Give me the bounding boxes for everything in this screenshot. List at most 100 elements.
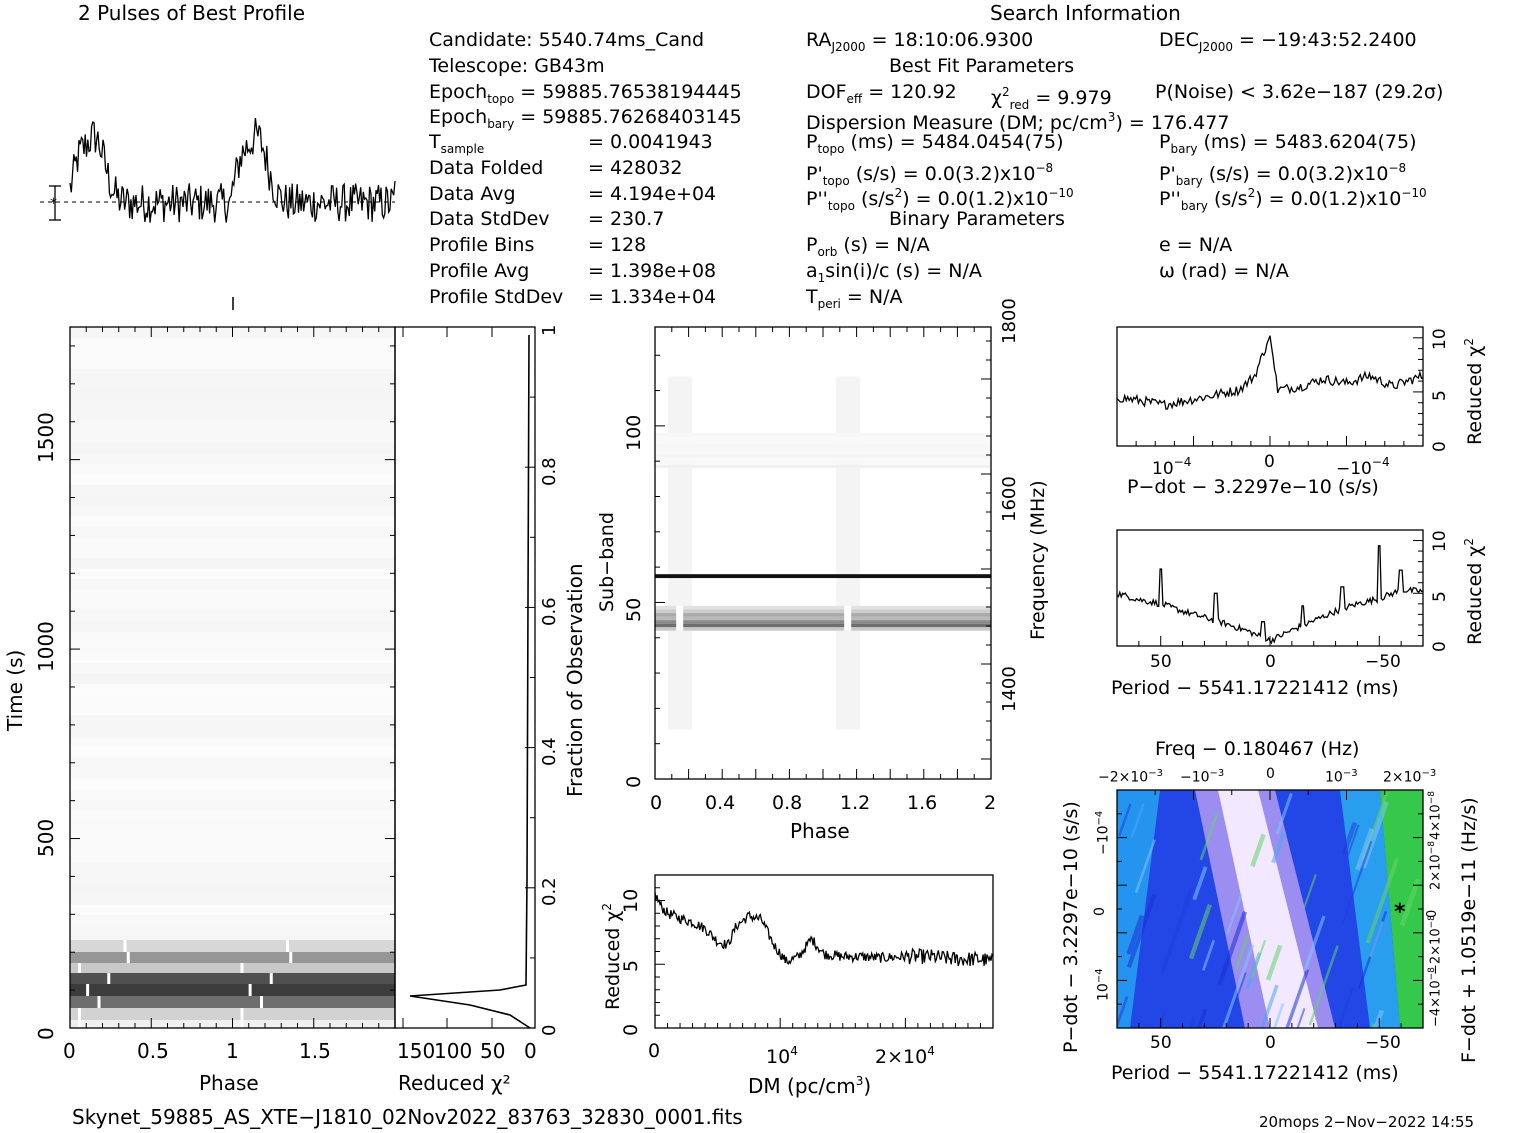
p-pdot-streak: [1188, 903, 1212, 960]
profile-line: [69, 118, 396, 223]
dm-xtick-2: 2×104: [875, 1040, 935, 1068]
chi-sub: red: [1009, 98, 1030, 112]
tperi-row: Tperi = N/A: [806, 286, 903, 315]
footer-stamp: 20mops 2−Nov−2022 14:55: [1259, 1113, 1475, 1131]
subband-band-row: [655, 609, 991, 614]
p-pdot-streak: [1303, 874, 1317, 909]
time-phase-row: [70, 652, 395, 663]
pdot-ylabel-sup: 2: [1462, 338, 1476, 346]
time-phase-row: [70, 369, 395, 380]
period-ylabel-sup: 2: [1462, 538, 1476, 546]
tc-xtick-0: 150: [397, 1039, 436, 1063]
time-phase-row: [70, 516, 395, 527]
subband-row: [655, 436, 991, 440]
p-pdot-streak: [1117, 803, 1132, 837]
pdbary-value: (s/s) = 0.0(3.2)x10: [1202, 163, 1389, 185]
ppd-xtick-1: 0: [1265, 1033, 1276, 1053]
time-phase-row: [70, 348, 395, 359]
dm-ytick-0: 0: [620, 1023, 642, 1036]
subband-row: [655, 443, 991, 448]
time-phase-band-gap: [286, 940, 289, 952]
pbary-sub: bary: [1170, 142, 1198, 156]
ppd-righttick-0: 4×10−8: [1425, 791, 1443, 840]
pddbary-sub: bary: [1180, 199, 1208, 213]
tp-ytick-1: 500: [34, 818, 58, 857]
sb-ytick-2: 100: [623, 414, 645, 451]
tsample-row: Tsample: [429, 131, 484, 160]
epoch-bary-row: Epochbary = 59885.76268403145: [429, 106, 742, 135]
time-phase-row: [70, 810, 395, 821]
period-xtick-1: 0: [1265, 652, 1276, 672]
pnoise-text: P(Noise) < 3.62e−187 (29.2σ): [1155, 81, 1444, 103]
time-phase-plot: [69, 326, 396, 1029]
p-pdot-streak: [1399, 878, 1421, 927]
tsample-label: T: [429, 131, 441, 153]
ppd-toptick-4-exp: −3: [1421, 768, 1437, 779]
data-folded-label: Data Folded: [429, 157, 544, 179]
pdbary-row: P'bary (s/s) = 0.0(3.2)x10−8: [1159, 157, 1406, 192]
tc-ytick-2: 0.4: [539, 737, 560, 766]
time-phase-row: [70, 463, 395, 474]
time-phase-band-gap: [78, 1020, 81, 1028]
ppd-righttick-4-exp: −8: [1427, 967, 1437, 981]
time-phase-row: [70, 568, 395, 579]
subband-band-row: [655, 613, 991, 617]
ppd-lefttick-2-base: 10: [1095, 983, 1112, 1001]
time-phase-row: [70, 831, 395, 842]
p-pdot-streak: [1308, 945, 1339, 1026]
time-phase-band: [70, 940, 395, 952]
sb-freq-tick-2: 1800: [999, 298, 1020, 344]
time-phase-row: [70, 642, 395, 653]
p-pdot-cyan-left: [1117, 790, 1160, 1028]
porb-row: Porb (s) = N/A: [806, 234, 930, 263]
time-phase-row: [70, 694, 395, 705]
ppd-ylabel: P−dot − 3.2297e−10 (s/s): [1060, 801, 1082, 1053]
dm-ylabel-text: Reduced χ: [602, 910, 624, 1010]
time-phase-band-gap: [107, 973, 111, 984]
tperi-sub: peri: [817, 297, 841, 311]
p-pdot-streak: [1234, 934, 1250, 970]
ppd-righttick-4: −4×10−8: [1425, 967, 1443, 1027]
time-phase-band: [70, 963, 395, 973]
subband-bright-line: [655, 574, 991, 579]
pdtopo-label: P': [806, 163, 823, 185]
tp-xtick-0: 0: [63, 1039, 76, 1063]
omega-value: ω (rad) = N/A: [1159, 260, 1289, 282]
ppd-righttick-0-base: 4×10: [1428, 804, 1444, 840]
ppd-toptick-1-base: −10: [1180, 769, 1210, 786]
data-folded-value: = 428032: [588, 157, 683, 179]
p-pdot-streak: [1201, 939, 1216, 971]
dec-label: DEC: [1159, 29, 1199, 51]
period-chi2-plot: [1116, 529, 1424, 647]
time-phase-row: [70, 663, 395, 674]
time-phase-rows: [70, 327, 395, 1028]
time-phase-row: [70, 495, 395, 506]
epoch-bary-label: Epoch: [429, 106, 488, 128]
porb-value: (s) = N/A: [837, 234, 930, 256]
ppd-xtick-2: −50: [1365, 1033, 1401, 1053]
time-phase-band-gap: [97, 996, 101, 1008]
subband-pulse-column: [836, 376, 861, 730]
ppd-righttick-1: 2×10−8: [1425, 841, 1443, 890]
time-phase-row: [70, 474, 395, 485]
sb-xtick-2: 0.8: [772, 792, 803, 814]
ppd-toptick-2: 0: [1266, 766, 1275, 782]
pdot-xtick-0-base: 10: [1152, 459, 1174, 479]
time-phase-band-gap: [240, 1020, 244, 1028]
pbary-label: P: [1159, 131, 1171, 153]
ra-label: RA: [806, 29, 832, 51]
pdbary-exp: −8: [1388, 161, 1407, 175]
time-phase-band-gap: [126, 952, 130, 963]
profile-avg-label: Profile Avg: [429, 260, 530, 282]
ppd-righttick-3-exp: −8: [1427, 915, 1437, 929]
time-phase-row: [70, 547, 395, 558]
sb-xtick-4: 1.6: [907, 792, 938, 814]
period-chi2-ticks: [1116, 540, 1424, 647]
p-pdot-streak: [1303, 915, 1326, 972]
data-stddev-label: Data StdDev: [429, 208, 550, 230]
ra-sub: J2000: [831, 40, 866, 54]
tp-xlabel: Phase: [199, 1071, 259, 1095]
sb-xtick-1: 0.4: [705, 792, 736, 814]
subband-plot: [654, 326, 992, 780]
time-chi2-plot: [394, 326, 536, 1029]
